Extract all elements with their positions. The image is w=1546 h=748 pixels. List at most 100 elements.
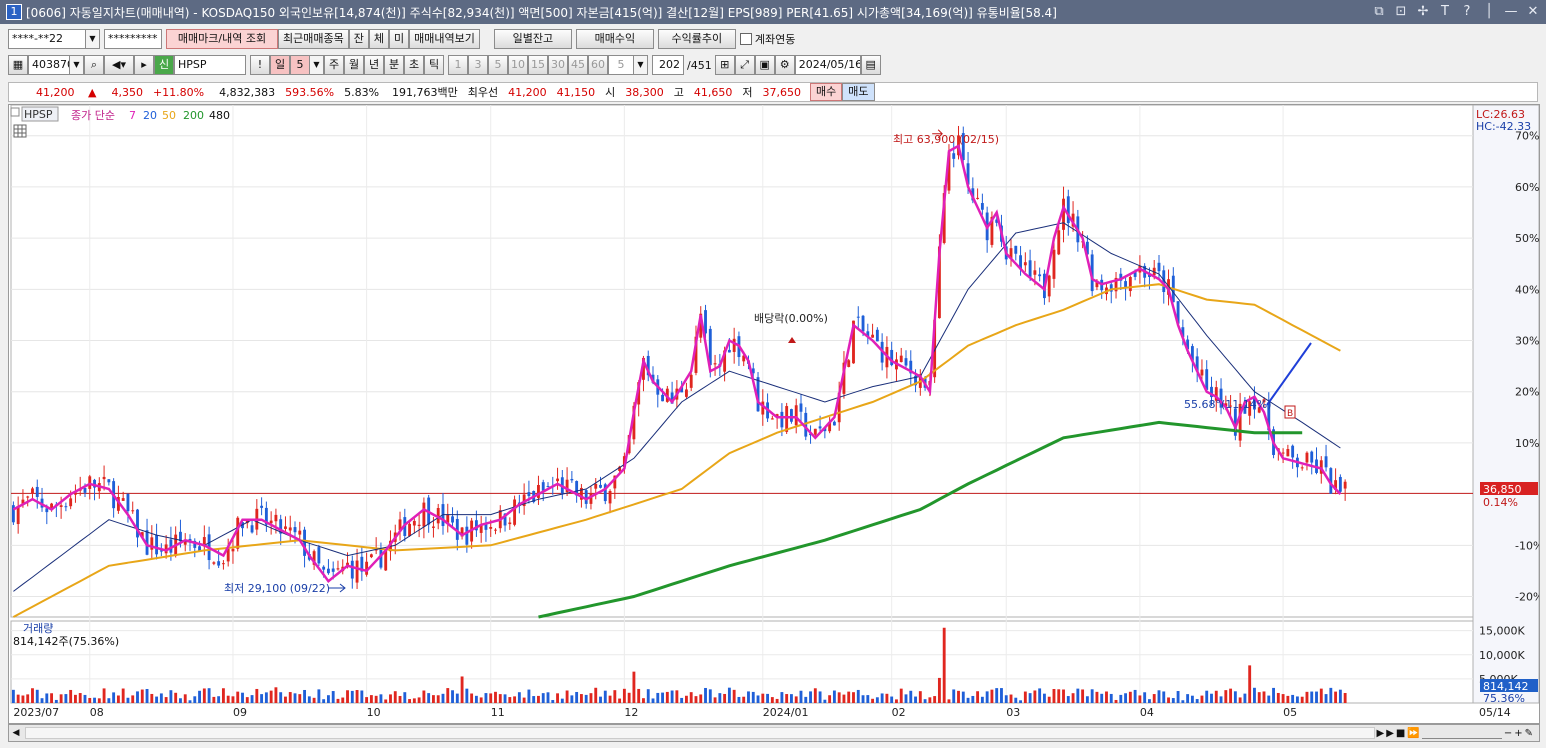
sell-button[interactable]: 매도 bbox=[842, 83, 875, 101]
candle-body bbox=[83, 487, 87, 493]
horizontal-scrollbar[interactable]: ◀ ▶ ▶ ■ ⏩ − + ✎ bbox=[8, 724, 1540, 742]
minute-15-button[interactable]: 15 bbox=[528, 55, 548, 75]
volume-bar bbox=[288, 692, 292, 703]
close-icon[interactable]: ✕ bbox=[1527, 4, 1539, 19]
volume-bar bbox=[575, 691, 579, 703]
help-icon[interactable]: ? bbox=[1463, 4, 1471, 19]
volume-bar bbox=[412, 698, 416, 703]
return-trend-button[interactable]: 수익률추이 bbox=[657, 29, 736, 49]
volume-bar bbox=[1262, 691, 1266, 703]
price-tick-label: 40% bbox=[1515, 283, 1539, 296]
scroll-left-icon[interactable]: ◀ bbox=[12, 728, 20, 738]
daily-balance-button[interactable]: 일별잔고 bbox=[493, 29, 572, 49]
volume-bar bbox=[322, 699, 326, 703]
volume-bar bbox=[942, 627, 946, 703]
recent-stocks-button[interactable]: 최근매매종목 bbox=[278, 29, 349, 49]
zoom-in-icon[interactable]: + bbox=[1514, 727, 1523, 739]
executed-button[interactable]: 체 bbox=[368, 29, 389, 49]
count-select[interactable]: 5 bbox=[608, 55, 634, 75]
period-count[interactable]: 5 bbox=[290, 55, 310, 75]
minute-3-button[interactable]: 3 bbox=[468, 55, 488, 75]
volume-bar bbox=[1095, 691, 1099, 703]
chart-type-icon[interactable]: ▦ bbox=[8, 55, 28, 75]
minimize-icon[interactable]: — bbox=[1504, 4, 1518, 19]
period-dropdown-icon[interactable]: ▼ bbox=[310, 55, 324, 75]
turnover-rate: 5.83% bbox=[344, 85, 380, 99]
minute-30-button[interactable]: 30 bbox=[548, 55, 568, 75]
minute-45-button[interactable]: 45 bbox=[568, 55, 588, 75]
trade-profit-button[interactable]: 매매수익 bbox=[575, 29, 654, 49]
account-link-checkbox[interactable] bbox=[739, 33, 752, 45]
alert-icon[interactable]: ! bbox=[250, 55, 270, 75]
account-dropdown-icon[interactable]: ▼ bbox=[86, 29, 100, 49]
fast-forward-icon[interactable]: ⏩ bbox=[1407, 727, 1420, 739]
table-icon[interactable] bbox=[13, 124, 27, 138]
legend-ma20[interactable]: 20 bbox=[143, 109, 157, 122]
candle-body bbox=[723, 350, 727, 372]
period-year-button[interactable]: 년 bbox=[364, 55, 384, 75]
crosshair-icon[interactable]: ⤢ bbox=[734, 55, 755, 75]
volume-bar bbox=[856, 689, 860, 703]
legend-ma200[interactable]: 200 bbox=[183, 109, 204, 122]
minute-60-button[interactable]: 60 bbox=[588, 55, 608, 75]
stop-icon[interactable]: ■ bbox=[1395, 727, 1406, 739]
legend-toggle-icon[interactable] bbox=[10, 107, 20, 117]
prev-icon[interactable]: ▶ bbox=[1386, 727, 1394, 739]
legend-ma7[interactable]: 7 bbox=[129, 109, 136, 122]
mark-history-button[interactable]: 매매마크/내역 조회 bbox=[166, 29, 278, 49]
volume-bar bbox=[737, 696, 741, 703]
search-icon[interactable]: ⌕ bbox=[84, 55, 104, 75]
restore-icon[interactable]: ⧉ bbox=[1374, 4, 1384, 19]
period-minute-button[interactable]: 분 bbox=[384, 55, 404, 75]
period-second-button[interactable]: 초 bbox=[404, 55, 424, 75]
candle-body bbox=[326, 568, 330, 574]
play-icon[interactable]: ▶ bbox=[1376, 727, 1385, 739]
minute-5-button[interactable]: 5 bbox=[488, 55, 508, 75]
period-day-button[interactable]: 일 bbox=[270, 55, 290, 75]
candle-body bbox=[699, 313, 703, 338]
balance-button[interactable]: 잔 bbox=[348, 29, 369, 49]
save-icon[interactable]: ▣ bbox=[754, 55, 775, 75]
date-input[interactable]: 2024/05/16 bbox=[794, 55, 861, 75]
candle-body bbox=[522, 494, 526, 507]
scroll-track[interactable] bbox=[25, 727, 1375, 739]
minute-10-button[interactable]: 10 bbox=[508, 55, 528, 75]
legend-ma50[interactable]: 50 bbox=[162, 109, 176, 122]
price-volume-chart[interactable]: 70% 60% 50% 40% 30% 20% 10% -10% -20% 15,000K 10,0… bbox=[9, 104, 1543, 723]
code-dropdown-icon[interactable]: ▼ bbox=[70, 55, 84, 75]
zoom-icon[interactable]: ⊞ bbox=[714, 55, 735, 75]
password-input[interactable]: ********* bbox=[104, 29, 162, 49]
period-week-button[interactable]: 주 bbox=[324, 55, 344, 75]
gear-icon[interactable]: ⚙ bbox=[774, 55, 795, 75]
zoom-out-icon[interactable]: − bbox=[1503, 727, 1513, 739]
unfilled-button[interactable]: 미 bbox=[388, 29, 410, 49]
candle-body bbox=[408, 523, 412, 537]
chart-panel[interactable]: 70% 60% 50% 40% 30% 20% 10% -10% -20% 15,000K 10,0… bbox=[8, 104, 1543, 724]
drawing-tools-icon[interactable]: ✎ bbox=[1524, 727, 1533, 739]
volume-bar bbox=[417, 697, 421, 703]
zoom-slider[interactable] bbox=[1421, 728, 1502, 739]
volume-bar bbox=[1281, 694, 1285, 703]
expand-icon[interactable]: ▸ bbox=[134, 55, 154, 75]
buy-button[interactable]: 매수 bbox=[810, 83, 843, 101]
page-input[interactable]: 202 bbox=[652, 55, 684, 75]
candle-body bbox=[799, 403, 803, 412]
pin-icon[interactable]: ✢ bbox=[1417, 4, 1429, 19]
stock-code-input[interactable]: 403870 bbox=[28, 55, 70, 75]
candle-body bbox=[1319, 460, 1323, 474]
account-input[interactable]: ****-**22 bbox=[8, 29, 86, 49]
candle-body bbox=[584, 490, 588, 504]
calendar-icon[interactable]: ▤ bbox=[860, 55, 881, 75]
count-dropdown-icon[interactable]: ▼ bbox=[634, 55, 648, 75]
period-tick-button[interactable]: 틱 bbox=[424, 55, 444, 75]
tile-icon[interactable]: ⊡ bbox=[1395, 4, 1407, 19]
history-view-button[interactable]: 매매내역보기 bbox=[409, 29, 480, 49]
volume-bar bbox=[465, 688, 469, 703]
best-bid: 41,200 bbox=[508, 85, 547, 99]
font-icon[interactable]: T bbox=[1441, 4, 1449, 19]
sound-icon[interactable]: ◀▾ bbox=[104, 55, 134, 75]
period-month-button[interactable]: 월 bbox=[344, 55, 364, 75]
minute-1-button[interactable]: 1 bbox=[448, 55, 468, 75]
legend-ma480[interactable]: 480 bbox=[209, 109, 230, 122]
candle-body bbox=[245, 520, 249, 524]
